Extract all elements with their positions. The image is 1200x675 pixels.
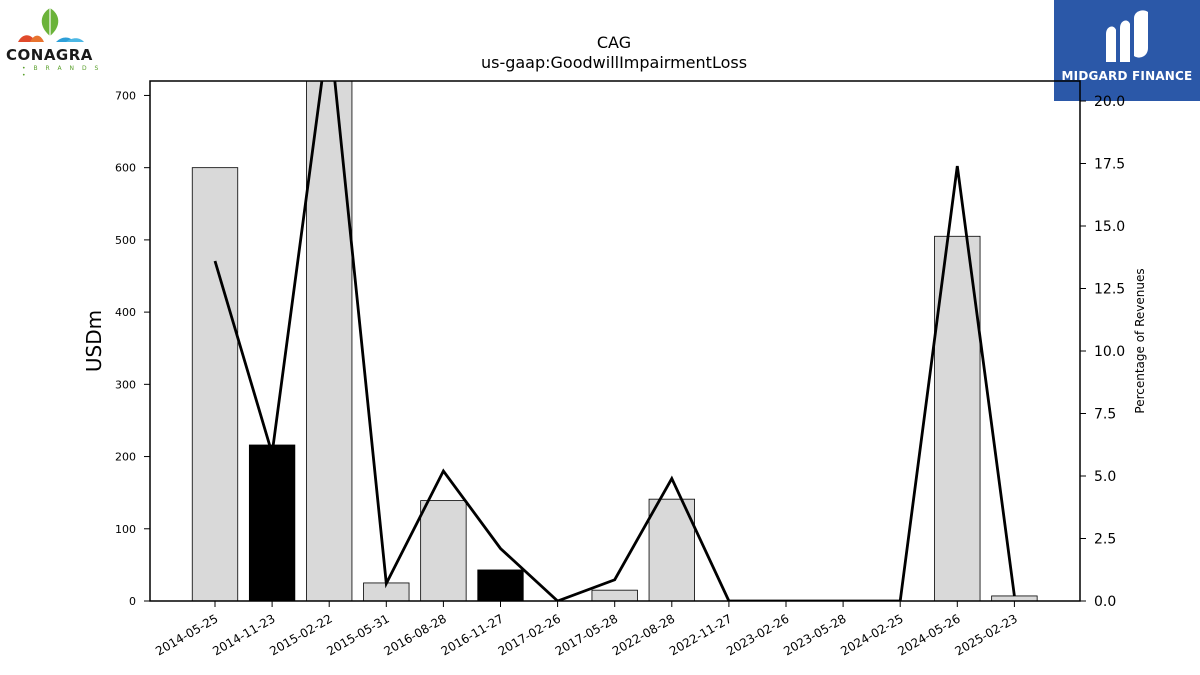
x-tick-label: 2017-05-28: [553, 611, 620, 658]
midgard-finance-logo: MIDGARD FINANCE: [1054, 0, 1200, 101]
right-y-axis: 0.0 2.5 5.0 7.5 10.0 12.5 15.0 17.5 20.0: [1080, 94, 1125, 610]
bar-2016-08-28: [420, 500, 467, 601]
y2-tick-label: 0.0: [1094, 594, 1116, 610]
y-tick-label: 300: [115, 378, 136, 391]
line-series: [213, 81, 1016, 601]
x-tick-label: 2024-05-26: [895, 611, 962, 658]
bar-2025-02-23: [991, 595, 1038, 601]
conagra-wordmark: CONAGRA: [6, 46, 93, 64]
y2-tick-label: 12.5: [1094, 282, 1125, 298]
x-tick-label: 2014-11-23: [210, 611, 277, 658]
bar-2024-05-26: [934, 235, 981, 601]
y-tick-label: 400: [115, 306, 136, 319]
x-axis: 2014-05-252014-11-232015-02-222015-05-31…: [153, 601, 1020, 658]
y-tick-label: 200: [115, 451, 136, 464]
y-axis-label: USDm: [82, 310, 106, 372]
bar-2022-08-28: [648, 498, 695, 601]
bar-2014-11-23: [248, 444, 296, 601]
y2-tick-label: 2.5: [1094, 532, 1116, 548]
y2-tick-label: 7.5: [1094, 407, 1116, 423]
chart-subtitle: us-gaap:GoodwillImpairmentLoss: [481, 53, 747, 72]
y2-tick-label: 10.0: [1094, 344, 1125, 360]
bar-2014-05-25: [191, 167, 239, 601]
y-tick-label: 700: [115, 89, 136, 102]
x-tick-label: 2022-11-27: [667, 611, 734, 658]
conagra-sub-wordmark: • B R A N D S •: [22, 65, 102, 79]
x-tick-label: 2023-02-26: [724, 611, 791, 658]
x-tick-label: 2016-08-28: [381, 611, 448, 658]
y-tick-label: 600: [115, 162, 136, 175]
midgard-finance-wordmark: MIDGARD FINANCE: [1061, 69, 1193, 83]
x-tick-label: 2014-05-25: [153, 611, 220, 658]
x-tick-label: 2025-02-23: [952, 611, 1019, 658]
bar-series: [191, 81, 1038, 601]
x-tick-label: 2016-11-27: [439, 611, 506, 658]
chart-title: CAG: [597, 33, 631, 52]
y2-tick-label: 5.0: [1094, 469, 1116, 485]
x-tick-label: 2023-05-28: [781, 611, 848, 658]
x-tick-label: 2015-05-31: [324, 611, 391, 658]
y-tick-label: 500: [115, 234, 136, 247]
x-tick-label: 2024-02-25: [838, 611, 905, 658]
leaf-icon: [18, 8, 84, 42]
line-percentage-of-revenues: [213, 81, 1016, 601]
x-tick-label: 2017-02-26: [496, 611, 563, 658]
y-tick-label: 100: [115, 523, 136, 536]
x-tick-label: 2015-02-22: [267, 611, 334, 658]
left-y-axis: 0 100 200 300 400 500 600 700: [115, 89, 150, 608]
y2-tick-label: 17.5: [1094, 157, 1125, 173]
y2-tick-label: 20.0: [1094, 94, 1125, 110]
x-tick-label: 2022-08-28: [610, 611, 677, 658]
bar-2017-05-28: [591, 589, 638, 601]
y-tick-label: 0: [129, 595, 136, 608]
conagra-logo: CONAGRA • B R A N D S •: [0, 0, 104, 80]
midgard-emblem-icon: [1106, 10, 1148, 62]
bar-2016-11-27: [477, 569, 524, 601]
y2-tick-label: 15.0: [1094, 219, 1125, 235]
y2-axis-label: Percentage of Revenues: [1133, 268, 1147, 413]
